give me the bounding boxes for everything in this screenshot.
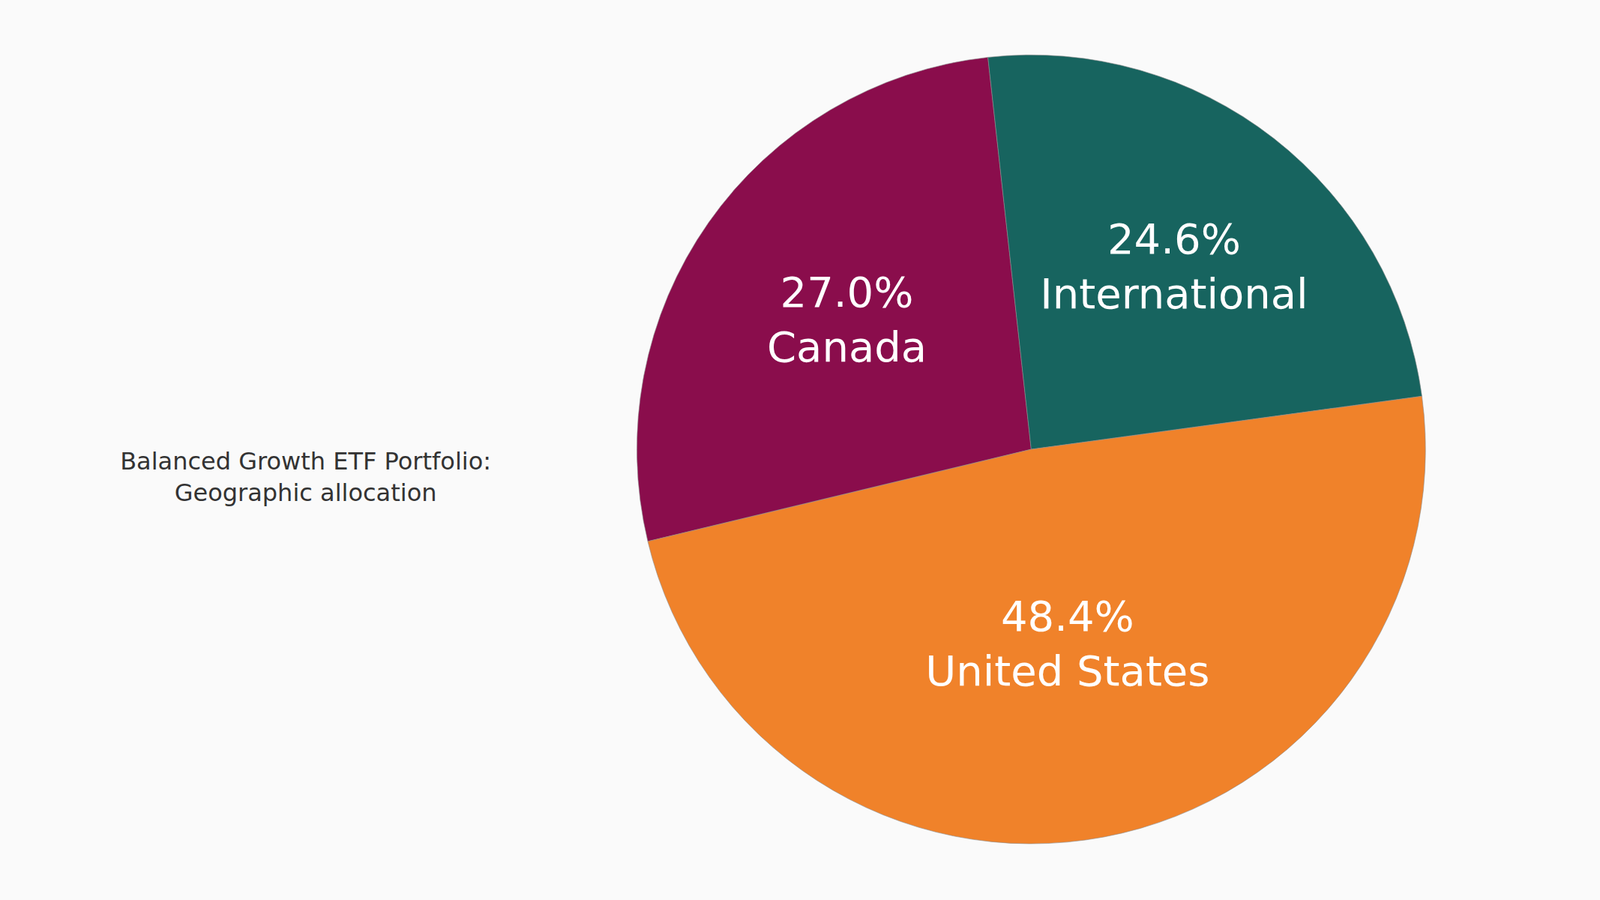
- svg-text:27.0%Canada: 27.0%Canada: [767, 267, 927, 372]
- svg-text:48.4%United States: 48.4%United States: [925, 591, 1210, 696]
- svg-text:Balanced Growth ETF Portfolio:: Balanced Growth ETF Portfolio:Geographic…: [119, 446, 492, 507]
- svg-text:24.6%International: 24.6%International: [1039, 214, 1308, 318]
